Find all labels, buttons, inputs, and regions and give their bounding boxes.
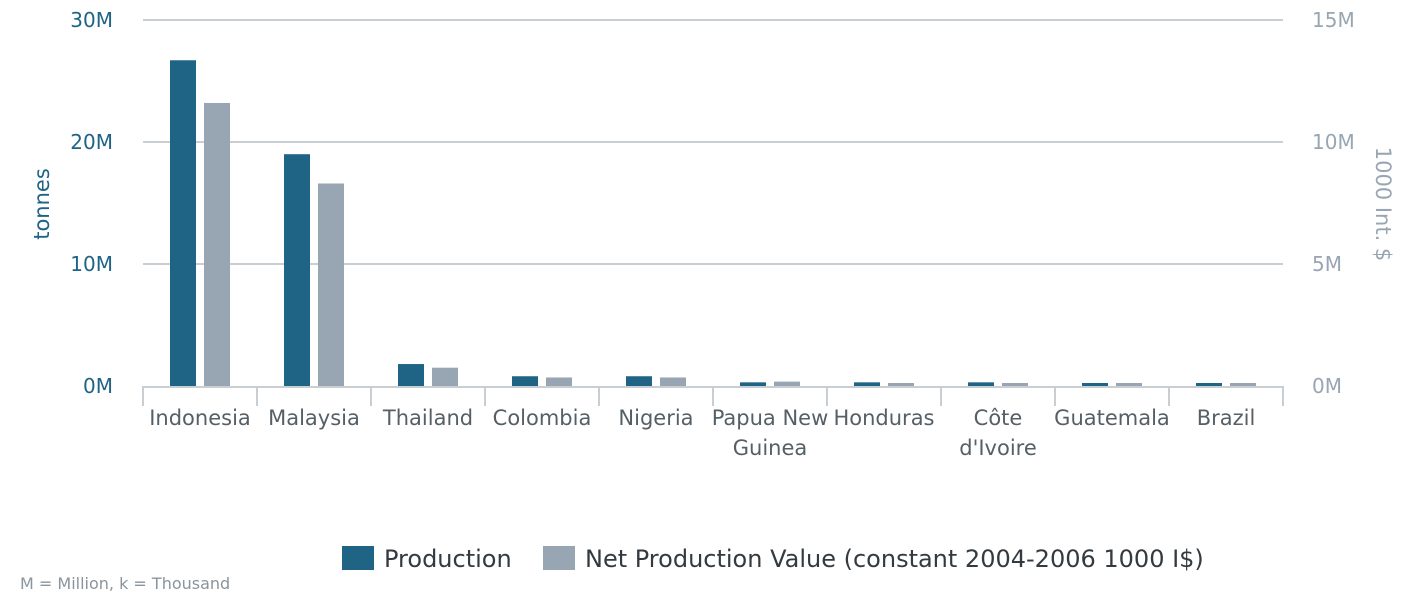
left-axis-title: tonnes — [30, 168, 54, 240]
left-tick-label: 10M — [70, 252, 113, 276]
gridlines — [143, 19, 1283, 265]
x-axis — [142, 386, 1284, 406]
bars — [170, 60, 1256, 387]
bar-net-production-value-6[interactable] — [888, 383, 914, 386]
units-note: M = Million, k = Thousand — [20, 574, 230, 593]
legend-label-net-production-value[interactable]: Net Production Value (constant 2004-2006… — [585, 545, 1204, 573]
bar-net-production-value-4[interactable] — [660, 377, 686, 386]
category-label: Brazil — [1197, 406, 1256, 430]
category-label: Nigeria — [618, 406, 693, 430]
bar-net-production-value-3[interactable] — [546, 377, 572, 386]
category-label: Thailand — [382, 406, 473, 430]
category-labels: Indonesia Malaysia Thailand Colombia Nigeria… — [149, 406, 1255, 460]
category-label: Malaysia — [268, 406, 360, 430]
left-tick-label: 30M — [70, 8, 113, 32]
bar-production-0[interactable] — [170, 60, 196, 386]
legend[interactable]: Production Net Production Value (constan… — [342, 545, 1204, 573]
bar-production-4[interactable] — [626, 376, 652, 386]
bar-net-production-value-0[interactable] — [204, 102, 230, 387]
bar-net-production-value-1[interactable] — [318, 183, 344, 386]
bar-net-production-value-8[interactable] — [1116, 383, 1142, 386]
right-axis-ticks: 0M 5M 10M 15M — [1312, 8, 1355, 398]
bar-net-production-value-9[interactable] — [1230, 383, 1256, 386]
legend-swatch-production[interactable] — [342, 546, 374, 570]
bar-production-9[interactable] — [1196, 383, 1222, 386]
category-label: Côte d'Ivoire — [959, 406, 1037, 460]
left-tick-label: 0M — [83, 374, 113, 398]
bar-production-3[interactable] — [512, 376, 538, 386]
bar-production-6[interactable] — [854, 382, 880, 386]
bar-net-production-value-7[interactable] — [1002, 383, 1028, 386]
category-label: Colombia — [493, 406, 592, 430]
legend-label-production[interactable]: Production — [384, 545, 512, 573]
right-tick-label: 10M — [1312, 130, 1355, 154]
bar-net-production-value-2[interactable] — [432, 367, 458, 386]
category-label: Guatemala — [1054, 406, 1170, 430]
right-tick-label: 15M — [1312, 8, 1355, 32]
right-axis-title: 1000 Int. $ — [1371, 147, 1395, 262]
bar-production-5[interactable] — [740, 382, 766, 386]
legend-swatch-net-production-value[interactable] — [543, 546, 575, 570]
category-label: Papua New Guinea — [712, 406, 829, 460]
left-axis-ticks: 0M 10M 20M 30M — [70, 8, 113, 398]
right-tick-label: 5M — [1312, 252, 1342, 276]
bar-production-2[interactable] — [398, 364, 424, 386]
bar-production-1[interactable] — [284, 154, 310, 386]
left-tick-label: 20M — [70, 130, 113, 154]
bar-production-7[interactable] — [968, 382, 994, 386]
bar-production-8[interactable] — [1082, 383, 1108, 386]
category-label: Honduras — [833, 406, 934, 430]
bar-net-production-value-5[interactable] — [774, 381, 800, 386]
right-tick-label: 0M — [1312, 374, 1342, 398]
category-label: Indonesia — [149, 406, 251, 430]
